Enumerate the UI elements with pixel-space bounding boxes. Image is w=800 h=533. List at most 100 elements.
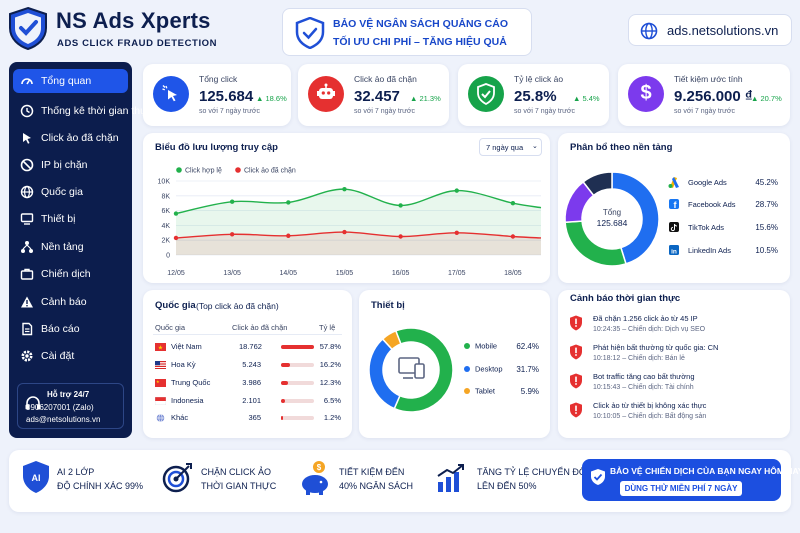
divider xyxy=(153,334,342,335)
svg-text:$: $ xyxy=(317,463,322,472)
stat-label: Tiết kiệm ước tính xyxy=(674,74,743,84)
donut-slice[interactable] xyxy=(582,171,613,197)
target-icon xyxy=(162,463,192,493)
stat-label: Click ảo đã chặn xyxy=(354,74,417,84)
alert-meta: 10:18:12 – Chiến dịch: Bán lẻ xyxy=(593,355,685,362)
support-email[interactable]: ads@netsolutions.vn xyxy=(26,415,101,424)
brand-tagline: ADS CLICK FRAUD DETECTION xyxy=(57,38,218,49)
data-point[interactable] xyxy=(510,201,516,206)
sidebar-item-reports[interactable]: Báo cáo xyxy=(13,317,128,341)
sidebar-item-device[interactable]: Thiết bị xyxy=(13,207,128,231)
donut-slice[interactable] xyxy=(393,327,454,413)
country-subtitle: (Top click ảo đã chặn) xyxy=(196,301,279,311)
stat-compare: so với 7 ngày trước xyxy=(674,108,735,115)
x-tick-label: 18/05 xyxy=(504,270,522,277)
globe-icon xyxy=(20,185,34,199)
stat-label: Tổng click xyxy=(199,74,238,84)
table-row[interactable]: Hoa Kỳ 5.243 16.2% xyxy=(143,358,352,374)
alert-item[interactable]: Click ảo từ thiết bị không xác thực 10:10… xyxy=(558,399,790,425)
country-pct: 12.3% xyxy=(319,378,341,387)
vn-flag: ★ xyxy=(155,343,166,351)
support-box: Hỗ trợ 24/7 0906207001 (Zalo) ads@netsol… xyxy=(17,383,124,429)
stat-value: 25.8% xyxy=(514,88,557,105)
data-point[interactable] xyxy=(173,235,179,241)
range-select[interactable]: 7 ngày qua ⌄ xyxy=(479,138,542,156)
data-point[interactable] xyxy=(229,232,235,237)
feature-item: CHẶN CLICK ẢO THỜI GIAN THỰC xyxy=(159,450,297,512)
support-phone[interactable]: 0906207001 (Zalo) xyxy=(26,403,94,412)
legend-marker xyxy=(464,388,470,394)
alert-text: Click ảo từ thiết bị không xác thực xyxy=(593,401,707,410)
data-point[interactable] xyxy=(286,200,291,205)
data-point[interactable] xyxy=(454,188,459,193)
svg-text:AI: AI xyxy=(32,473,41,483)
device-title: Thiết bị xyxy=(371,300,405,311)
legend-marker xyxy=(464,366,470,372)
device-donut: Mobile 62.4% Desktop 31.7% Tablet 5.9% xyxy=(368,327,539,413)
free-trial-button[interactable]: DÙNG THỬ MIỄN PHÍ 7 NGÀY xyxy=(620,481,742,496)
series-line xyxy=(175,188,542,215)
website-link[interactable]: ads.netsolutions.vn xyxy=(628,14,792,46)
table-row[interactable]: Khác 365 1.2% xyxy=(143,411,352,427)
facebook-icon: f xyxy=(669,199,679,210)
sidebar-item-settings[interactable]: Cài đặt xyxy=(13,344,128,368)
legend-value: 62.4% xyxy=(516,342,539,351)
data-point[interactable] xyxy=(286,233,291,238)
data-point[interactable] xyxy=(454,230,459,235)
report-icon xyxy=(22,322,33,336)
bar-fill xyxy=(281,345,314,349)
stat-card-total-clicks: Tổng click 125.684 ▲ 18.6% so với 7 ngày… xyxy=(143,64,291,126)
alert-shield-icon xyxy=(570,315,582,331)
sidebar-item-blocked-clicks[interactable]: Click ảo đã chặn xyxy=(13,126,128,150)
alert-item[interactable]: Đã chặn 1.256 click ảo từ 45 IP 10:24:35 … xyxy=(558,312,790,338)
data-point[interactable] xyxy=(342,186,347,192)
stat-icon-bg xyxy=(308,76,344,112)
traffic-chart: Click hợp lệ Click ảo đã chặn 0 2K 4K 6K 8K 10K… xyxy=(158,167,542,277)
platform-card: Phân bổ theo nền tảng Tổng 125.684 Google … xyxy=(558,133,790,283)
data-point[interactable] xyxy=(342,229,347,235)
alerts-card: Cảnh báo thời gian thực Đã chặn 1.256 cl… xyxy=(558,290,790,438)
stat-delta: ▲ 5.4% xyxy=(573,94,600,103)
sidebar-item-label: Thiết bị xyxy=(41,213,76,225)
sidebar-item-blocked-ip[interactable]: IP bị chặn xyxy=(13,153,128,177)
data-point[interactable] xyxy=(510,234,516,239)
country-name: Indonesia xyxy=(171,396,204,405)
legend-label: Mobile xyxy=(475,342,497,351)
table-row[interactable]: ★ Trung Quốc 3.986 12.3% xyxy=(143,376,352,392)
country-clicks: 365 xyxy=(248,413,261,422)
brand-shield-icon xyxy=(9,6,47,50)
feature-line-1: TĂNG TỶ LỆ CHUYỂN ĐỔI xyxy=(477,467,589,477)
briefcase-icon xyxy=(20,268,34,280)
alert-item[interactable]: Phát hiện bất thường từ quốc gia: CN 10:1… xyxy=(558,341,790,367)
legend-value: 31.7% xyxy=(516,365,539,374)
table-row[interactable]: ★ Việt Nam 18.762 57.8% xyxy=(143,340,352,356)
donut-slice[interactable] xyxy=(381,329,402,351)
table-row[interactable]: Indonesia 2.101 6.5% xyxy=(143,394,352,410)
donut-slice[interactable] xyxy=(611,171,660,265)
cursor-click-icon xyxy=(162,85,177,102)
data-point[interactable] xyxy=(398,234,403,239)
sidebar-item-alerts[interactable]: Cảnh báo xyxy=(13,290,128,314)
alert-item[interactable]: Bot traffic tăng cao bất thường 10:15:43 … xyxy=(558,370,790,396)
data-point[interactable] xyxy=(229,199,235,204)
feature-item: $ TIẾT KIỆM ĐẾN 40% NGÂN SÁCH xyxy=(297,450,431,512)
donut-slice[interactable] xyxy=(368,337,401,410)
sidebar-item-platform[interactable]: Nền tảng xyxy=(13,235,128,259)
data-point[interactable] xyxy=(173,211,179,216)
data-point[interactable] xyxy=(398,203,403,208)
device-card: Thiết bị Mobile 62.4% Desktop 31.7% Tablet 5.… xyxy=(359,290,550,438)
country-name: Hoa Kỳ xyxy=(171,360,196,369)
sidebar-item-country[interactable]: Quốc gia xyxy=(13,180,128,204)
series-line xyxy=(175,231,542,239)
sidebar-item-label: Cảnh báo xyxy=(41,296,87,308)
sidebar-item-realtime-stats[interactable]: Thống kê thời gian thực xyxy=(13,99,152,123)
sidebar-item-campaign[interactable]: Chiến dịch xyxy=(13,262,128,286)
series-area xyxy=(176,232,541,255)
stat-compare: so với 7 ngày trước xyxy=(514,108,575,115)
country-pct: 57.8% xyxy=(319,342,341,351)
stat-card-blocked-clicks: Click ảo đã chặn 32.457 ▲ 21.3% so với 7… xyxy=(298,64,449,126)
sidebar-item-overview[interactable]: Tổng quan xyxy=(13,69,128,93)
legend-marker xyxy=(176,167,182,173)
stat-icon-bg: $ xyxy=(628,76,664,112)
country-clicks: 3.986 xyxy=(242,378,261,387)
